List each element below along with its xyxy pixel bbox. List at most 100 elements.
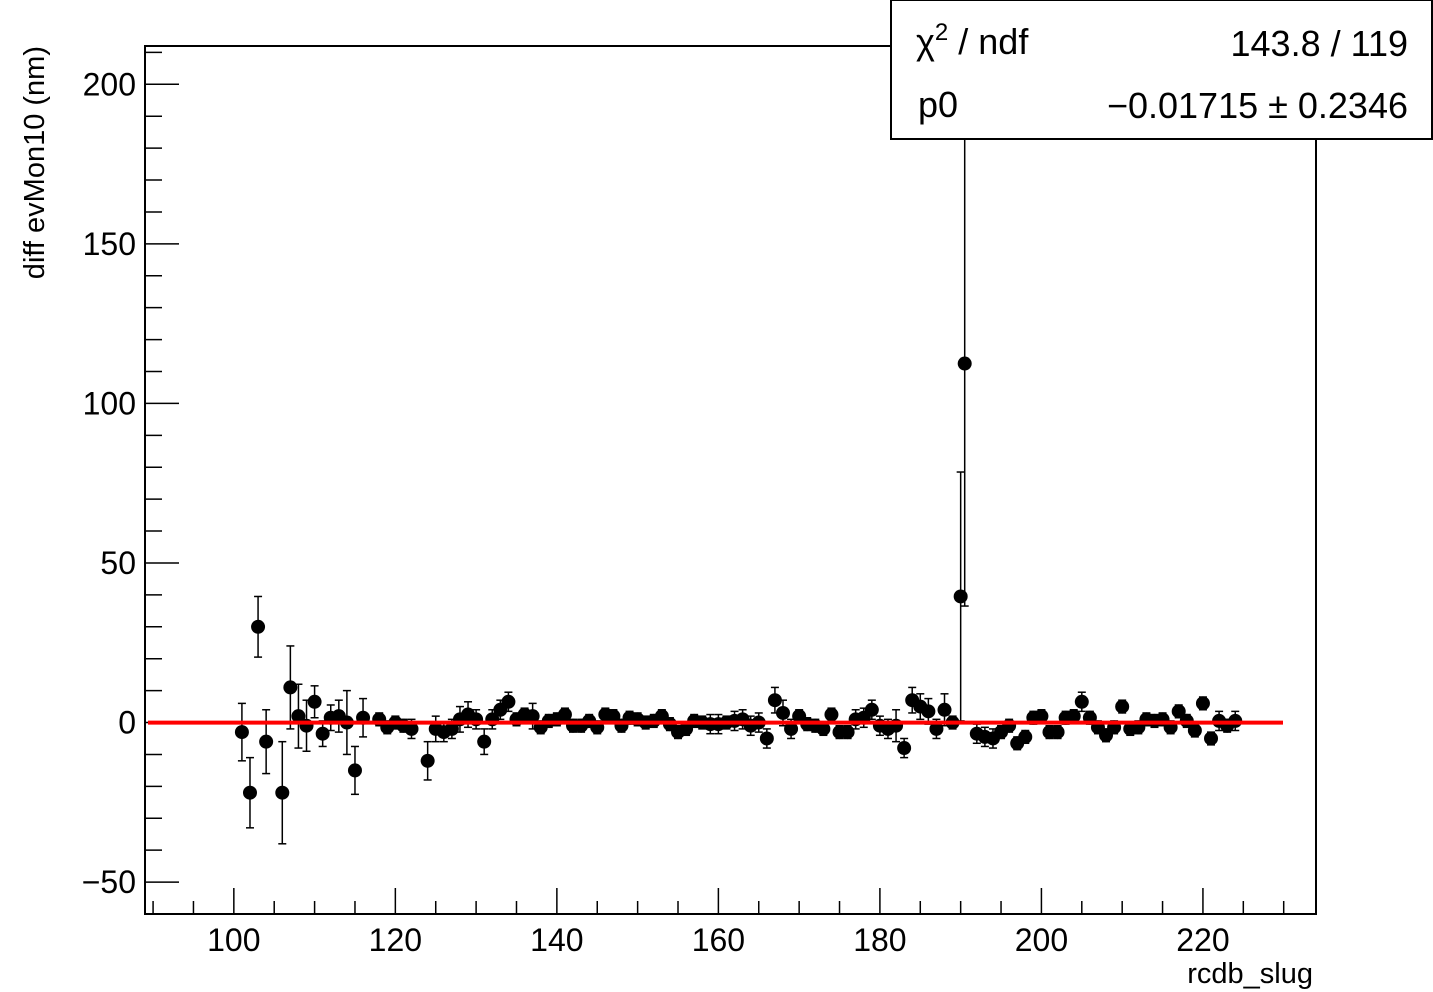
x-axis: 100 120 140 160 180 200 220	[152, 888, 1285, 958]
marker	[953, 589, 968, 604]
stats-p0-value: −0.01715 ± 0.2346	[1107, 85, 1408, 126]
data-point	[840, 724, 855, 740]
data-point	[824, 707, 839, 722]
marker	[291, 709, 306, 724]
data-point	[957, 120, 972, 607]
marker	[525, 709, 540, 724]
marker	[1195, 696, 1210, 711]
x-tick-label: 120	[369, 922, 422, 958]
marker	[1066, 709, 1081, 724]
data-point	[953, 471, 968, 722]
data-point	[315, 720, 330, 748]
y-tick-label: −50	[82, 864, 136, 900]
data-point	[1115, 699, 1130, 714]
data-point	[1074, 691, 1089, 713]
x-axis-title: rcdb_slug	[1187, 958, 1313, 990]
y-tick-label: 50	[100, 545, 136, 581]
marker	[1034, 709, 1049, 724]
data-point	[897, 737, 912, 759]
marker	[477, 734, 492, 749]
marker	[824, 707, 839, 722]
y-tick-label: 0	[118, 705, 136, 741]
data-point	[759, 728, 774, 749]
marker	[767, 693, 782, 708]
marker	[937, 702, 952, 717]
data-point	[275, 740, 290, 845]
y-axis: −50 0 50 100 150 200	[82, 51, 179, 915]
data-point	[234, 702, 249, 762]
marker	[864, 702, 879, 717]
marker	[315, 726, 330, 741]
data-point	[242, 756, 257, 829]
data-point	[525, 702, 540, 730]
marker	[283, 680, 298, 695]
data-point	[347, 745, 362, 796]
data-point	[291, 683, 306, 749]
marker	[1018, 729, 1033, 744]
marker	[897, 741, 912, 756]
marker	[307, 694, 322, 709]
x-tick-label: 180	[853, 922, 906, 958]
stats-chi2-label: χ2 / ndf	[916, 19, 1029, 62]
marker	[929, 721, 944, 736]
marker	[347, 763, 362, 778]
marker	[775, 705, 790, 720]
x-tick-label: 200	[1015, 922, 1068, 958]
data-point	[1187, 723, 1202, 738]
x-tick-label: 220	[1176, 922, 1229, 958]
marker	[251, 619, 266, 634]
y-axis-title: diff evMon10 (nm)	[19, 46, 51, 279]
marker	[1115, 699, 1130, 714]
data-point	[356, 697, 371, 738]
marker	[259, 734, 274, 749]
marker	[759, 731, 774, 746]
marker	[234, 725, 249, 740]
plot-frame	[144, 45, 1317, 915]
marker	[1171, 704, 1186, 719]
x-tick-label: 100	[207, 922, 260, 958]
stats-box: χ2 / ndf 143.8 / 119 p0 −0.01715 ± 0.234…	[890, 0, 1433, 140]
y-tick-label: 100	[83, 385, 136, 421]
marker	[816, 721, 831, 736]
x-tick-label: 160	[692, 922, 745, 958]
data-point	[889, 709, 904, 743]
marker	[606, 709, 621, 724]
stats-chi2-value: 143.8 / 119	[1231, 23, 1409, 64]
marker	[242, 785, 257, 800]
marker	[557, 707, 572, 722]
data-point	[1171, 704, 1186, 719]
data-point	[1204, 731, 1219, 746]
y-tick-label: 150	[83, 226, 136, 262]
marker	[921, 704, 936, 719]
data-point	[251, 595, 266, 658]
marker	[1204, 731, 1219, 746]
marker	[404, 721, 419, 736]
marker	[275, 785, 290, 800]
data-point	[420, 740, 435, 781]
y-tick-label: 200	[83, 66, 136, 102]
marker	[501, 694, 516, 709]
data-point	[1018, 729, 1033, 745]
data-point	[259, 709, 274, 775]
data-point	[1050, 724, 1065, 740]
stats-p0-label: p0	[918, 84, 958, 125]
data-point	[307, 685, 322, 719]
stats-box-frame	[890, 0, 1433, 140]
data-point	[864, 699, 879, 721]
data-point	[937, 693, 952, 727]
data-point	[428, 715, 443, 743]
marker	[957, 356, 972, 371]
data-point	[477, 728, 492, 756]
marker	[444, 721, 459, 736]
data-point	[929, 718, 944, 740]
marker	[1074, 694, 1089, 709]
data-point	[1195, 696, 1210, 711]
data-point	[283, 645, 298, 730]
data-points	[234, 120, 1243, 845]
marker	[1187, 723, 1202, 738]
marker	[840, 725, 855, 740]
marker	[1050, 725, 1065, 740]
marker	[420, 753, 435, 768]
marker	[784, 721, 799, 736]
